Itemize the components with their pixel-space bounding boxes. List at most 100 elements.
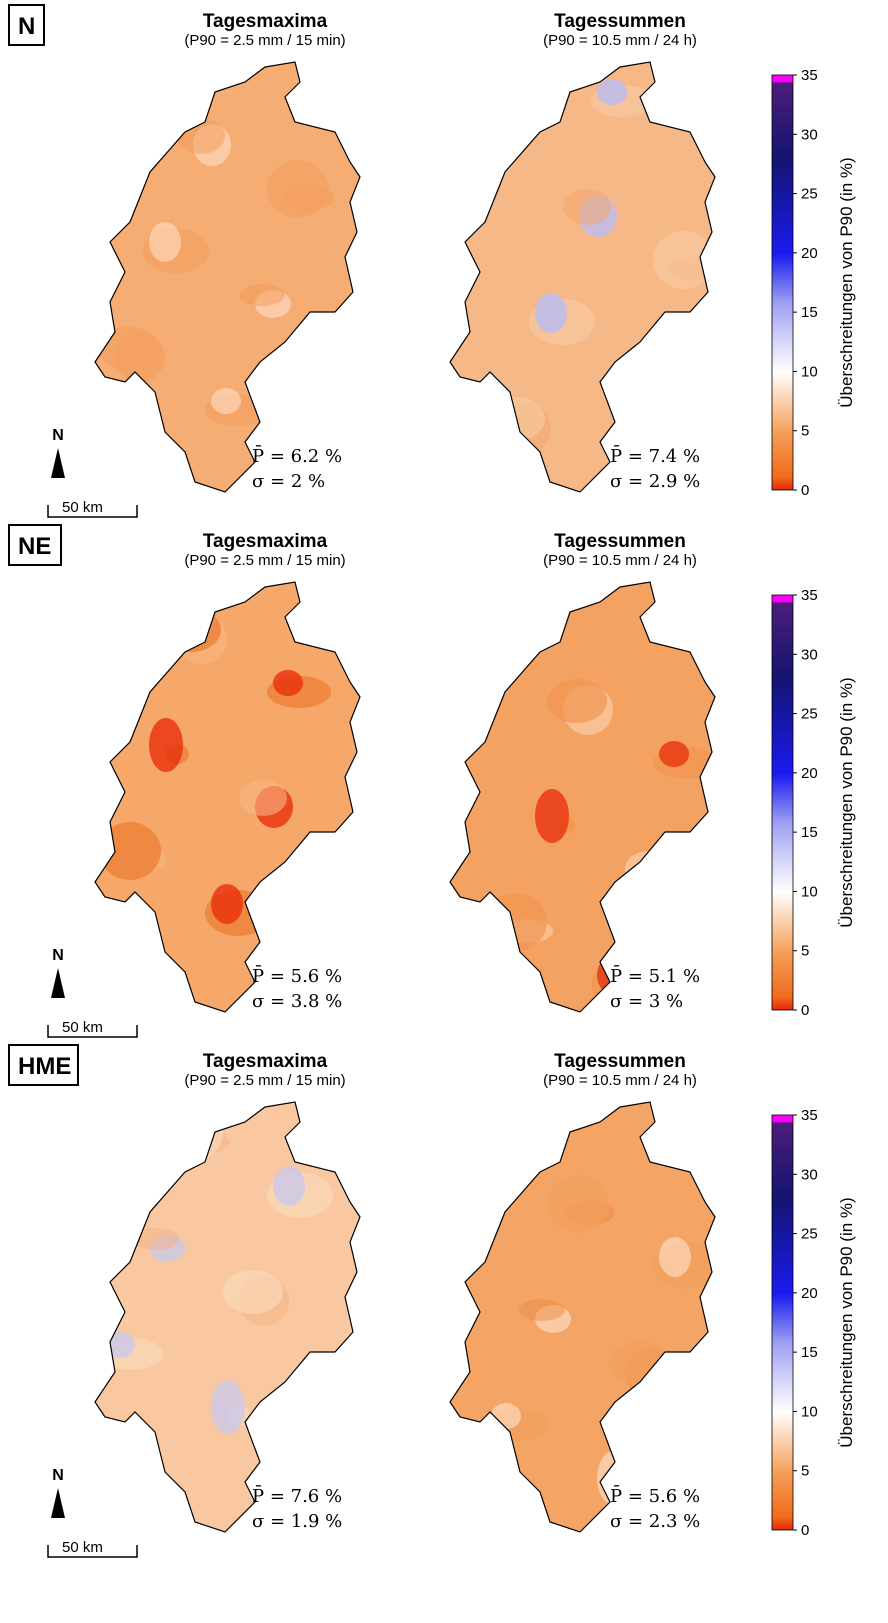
panel-subtitle: (P90 = 2.5 mm / 15 min) [184, 1072, 345, 1089]
sd-stat: σ = 2 % [252, 471, 325, 492]
colorbar-tick-label: 10 [801, 363, 818, 380]
map-patch [211, 884, 243, 924]
map-patch [491, 1403, 521, 1429]
mean-stat: P̄ = 6.2 % [252, 444, 342, 467]
colorbar [771, 74, 794, 491]
colorbar-tick-label: 0 [801, 1002, 809, 1019]
mean-stat: P̄ = 7.6 % [252, 1484, 342, 1507]
north-arrow [51, 968, 65, 998]
map-fill [450, 582, 715, 1012]
colorbar-tick-label: 20 [801, 765, 818, 782]
map-patch [563, 189, 611, 225]
sd-stat: σ = 3 % [610, 991, 683, 1012]
map-patch [547, 679, 607, 723]
map-patch [457, 637, 503, 659]
map-base [450, 1102, 715, 1532]
map-patch [457, 1133, 505, 1169]
colorbar-tick-label: 30 [801, 1166, 818, 1183]
map-patch [641, 361, 677, 389]
colorbar-tick-label: 30 [801, 126, 818, 143]
north-label: N [52, 947, 64, 964]
panel-subtitle: (P90 = 2.5 mm / 15 min) [184, 552, 345, 569]
scale-label: 50 km [62, 499, 103, 516]
map-patch [273, 670, 303, 696]
mean-stat: P̄ = 5.1 % [610, 964, 700, 987]
colorbar-tick-label: 5 [801, 423, 809, 440]
scale-bar [47, 505, 138, 518]
colorbar-tick-label: 35 [801, 587, 818, 604]
panel-subtitle: (P90 = 2.5 mm / 15 min) [184, 32, 345, 49]
map-outline [449, 581, 716, 1013]
map-fill [95, 62, 360, 492]
mean-stat: P̄ = 5.6 % [252, 964, 342, 987]
map-patch [149, 222, 181, 262]
map-patch [489, 153, 513, 173]
map-patch [161, 608, 221, 652]
map-patch [161, 1104, 223, 1162]
map-patch [659, 1237, 691, 1277]
sd-stat: σ = 3.8 % [252, 991, 342, 1012]
map-patch [597, 79, 627, 105]
map-patch [609, 1341, 669, 1385]
map-patch [105, 1332, 135, 1358]
panel-title: Tagesmaxima [203, 1051, 328, 1072]
colorbar-tick-label: 20 [801, 245, 818, 262]
map-patch [485, 397, 545, 441]
map-patch [535, 293, 567, 333]
map-base [95, 62, 360, 492]
panel-label: NE [18, 533, 51, 560]
map-patch [273, 1166, 305, 1206]
map-patch [301, 1442, 349, 1478]
map-patch [301, 946, 347, 968]
map-patch [103, 82, 127, 102]
colorbar [771, 594, 794, 1011]
map-patch [99, 822, 161, 880]
map-base [95, 582, 360, 1012]
colorbar-tick-label: 20 [801, 1285, 818, 1302]
panel-label: HME [18, 1053, 71, 1080]
map-fill [95, 582, 360, 1012]
map-base [95, 1102, 360, 1532]
map-patch [99, 326, 159, 370]
scale-label: 50 km [62, 1019, 103, 1036]
map-patch [547, 1175, 609, 1233]
map-fill [450, 1102, 715, 1532]
colorbar-tick-label: 0 [801, 1522, 809, 1539]
map-patch [625, 355, 671, 377]
map-patch [659, 741, 689, 767]
panel-title: Tagessummen [554, 11, 686, 32]
map-outline [94, 581, 361, 1013]
map-patch [149, 718, 183, 772]
mean-stat: P̄ = 7.4 % [610, 444, 700, 467]
panel-subtitle: (P90 = 10.5 mm / 24 h) [543, 1072, 697, 1089]
sd-stat: σ = 2.9 % [610, 471, 700, 492]
panel-title: Tagesmaxima [203, 11, 328, 32]
colorbar-tick-label: 15 [801, 304, 818, 321]
colorbar-label: Überschreitungen von P90 (in %) [837, 1197, 856, 1447]
panel-subtitle: (P90 = 10.5 mm / 24 h) [543, 32, 697, 49]
panel-label-box [8, 4, 45, 46]
colorbar-tick-label: 25 [801, 706, 818, 723]
map-outline [94, 61, 361, 493]
map-patch [519, 1299, 565, 1321]
map-patch [211, 388, 241, 414]
colorbar-tick-label: 25 [801, 186, 818, 203]
colorbar [771, 1114, 794, 1531]
map-patch [653, 231, 715, 289]
map-patch [473, 1139, 511, 1181]
panel-label: N [18, 13, 35, 40]
map-outline [449, 1101, 716, 1533]
panel-label-box [8, 1044, 79, 1086]
scale-bar [47, 1545, 138, 1558]
map-patch [317, 1448, 355, 1490]
map-patch [177, 614, 227, 664]
map-patch [485, 893, 547, 951]
map-patch [267, 160, 329, 218]
colorbar-tick-label: 0 [801, 482, 809, 499]
north-arrow [51, 448, 65, 478]
map-patch [473, 643, 509, 671]
colorbar-tick-label: 5 [801, 1463, 809, 1480]
scale-bar [47, 1025, 138, 1038]
panel-title: Tagesmaxima [203, 531, 328, 552]
